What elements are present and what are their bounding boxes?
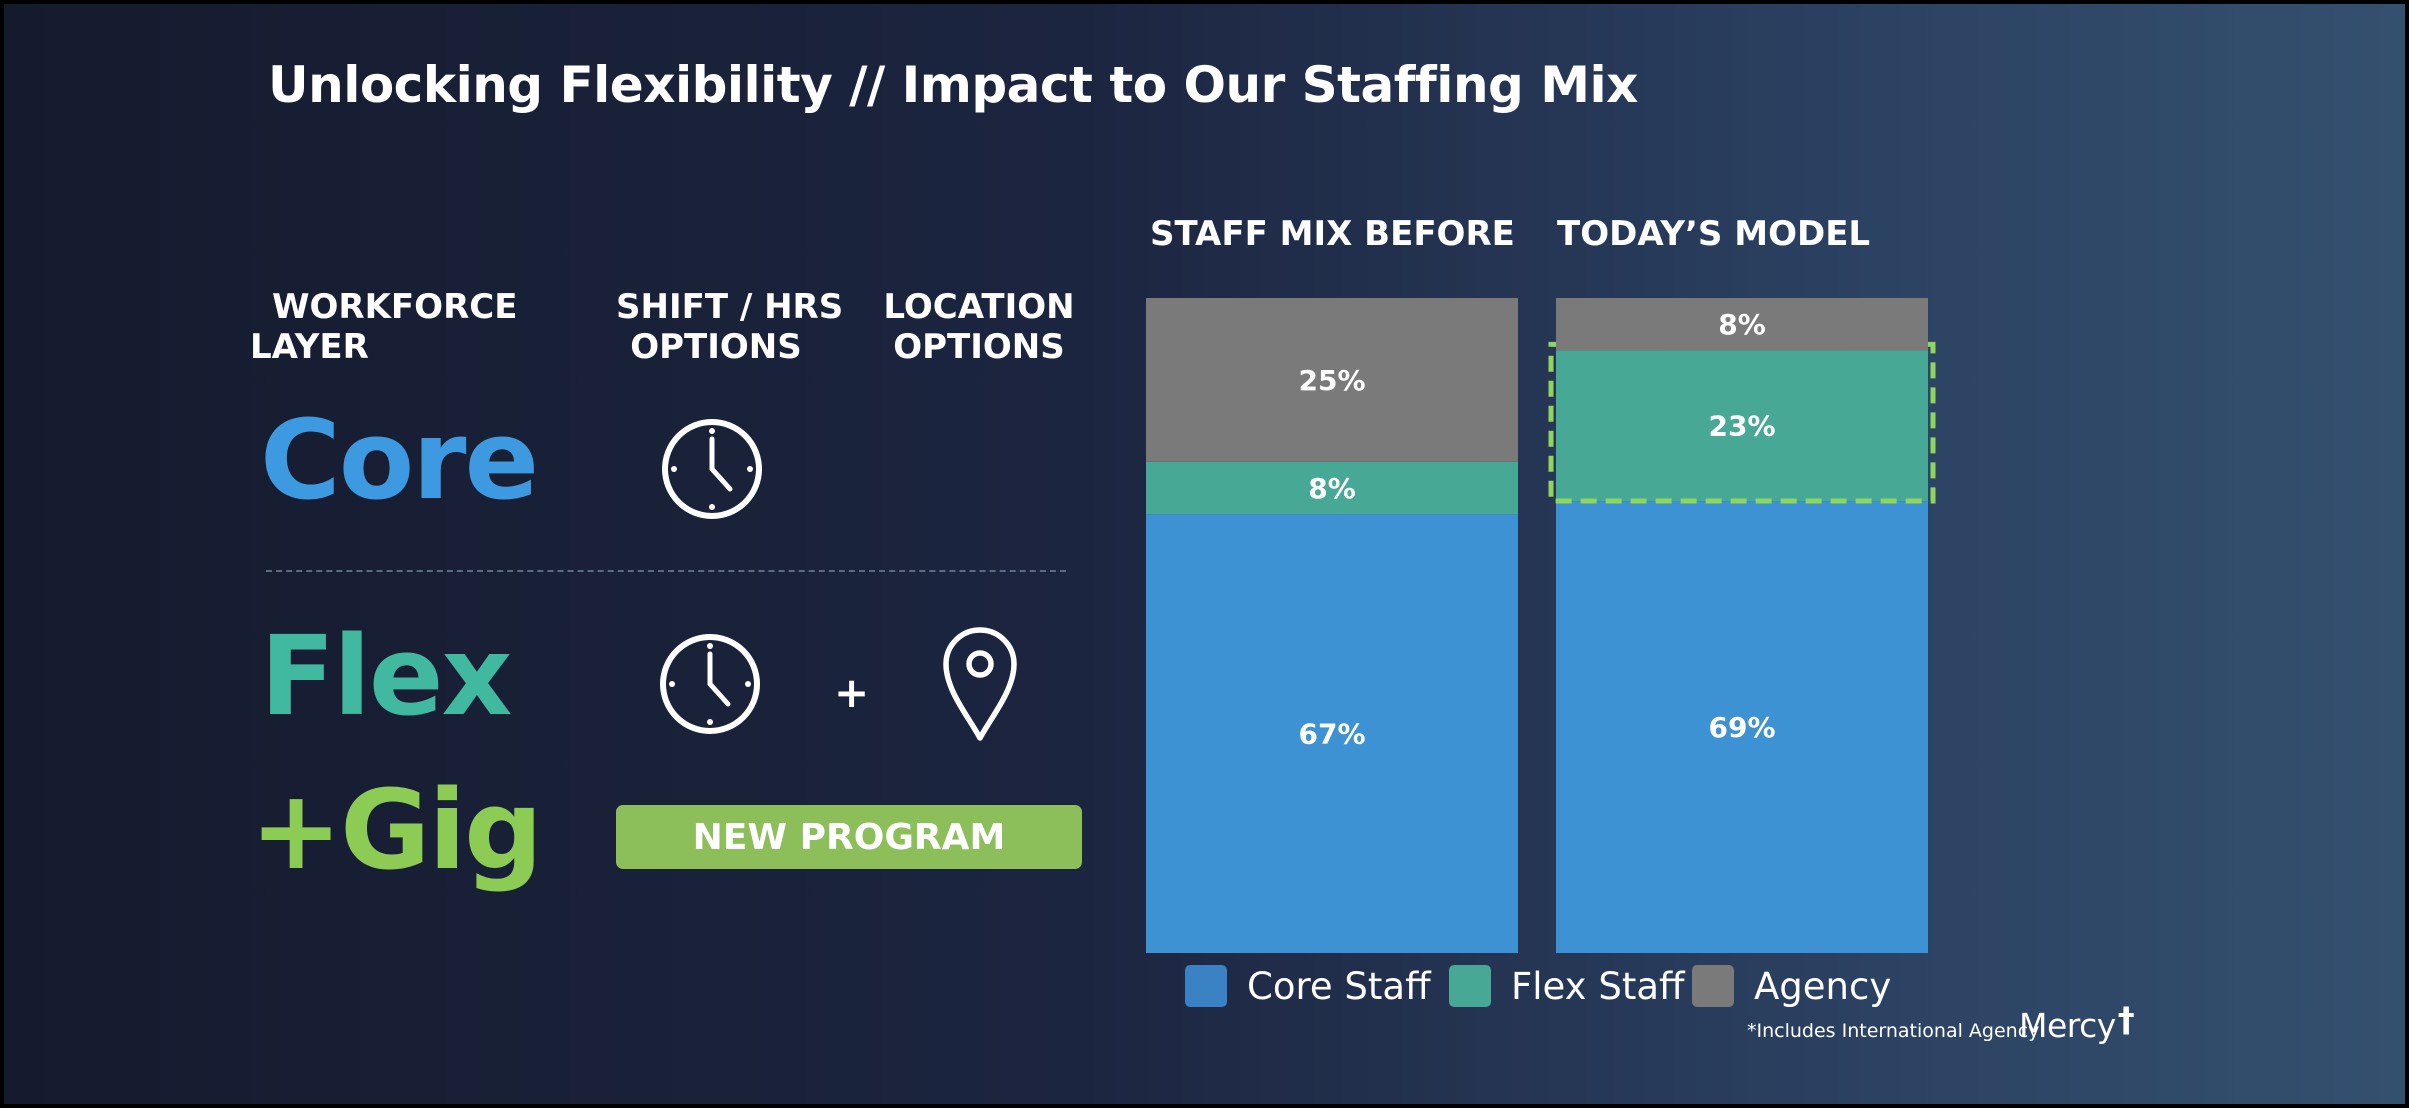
data-label-agency-today: 8% [1718,308,1766,341]
clock-icon [660,634,760,734]
plus-sign: + [834,668,870,717]
legend-item-agency: Agency [1692,964,1891,1008]
shift-hours-options-header: SHIFT / HRS OPTIONS [616,287,844,367]
bar-segment-core-staff-before [1146,514,1518,953]
mercy-logo: Mercy † [2019,1000,2135,1045]
legend-swatch-agency [1692,965,1734,1007]
layer-divider [266,570,1066,572]
bar-segment-core-staff-today [1556,501,1928,953]
bar-header-today: TODAY’S MODEL [1557,214,1871,254]
legend-item-flex-staff: Flex Staff [1449,964,1685,1008]
bar-segment-flex-staff-today [1556,350,1928,502]
legend-item-core-staff: Core Staff [1185,964,1431,1008]
data-label-agency-before: 25% [1298,364,1365,397]
bar-header-before: STAFF MIX BEFORE [1150,214,1515,254]
legend-swatch-core [1185,965,1227,1007]
legend-label-agency: Agency [1754,964,1892,1008]
legend-swatch-flex [1449,965,1491,1007]
workforce-layer-header: WORKFORCE LAYER [250,287,518,367]
legend-label-core: Core Staff [1247,964,1431,1008]
gig-layer-label: +Gig [250,766,543,894]
data-label-flex-staff-before: 8% [1308,472,1356,505]
logo-text: Mercy [2019,1006,2116,1045]
slide-title: Unlocking Flexibility // Impact to Our S… [268,56,1638,114]
data-label-core-staff-today: 69% [1708,711,1775,744]
staffing-mix-chart: 67% 8% 25% 69% 23% 8% [1146,298,1936,953]
location-options-header: LOCATION OPTIONS [883,287,1075,367]
core-layer-label: Core [260,396,539,524]
flex-layer-label: Flex [260,612,512,740]
clock-icon [662,419,762,519]
bar-segment-agency-before [1146,298,1518,462]
legend-label-flex: Flex Staff [1511,964,1685,1008]
new-program-badge: NEW PROGRAM [616,805,1082,869]
map-pin-icon [943,627,1017,741]
bar-segment-flex-staff-before [1146,461,1518,515]
logo-cross-icon: † [2117,1000,2135,1040]
bar-segment-agency-today [1556,298,1928,351]
footnote: *Includes International Agency [1747,1020,2040,1042]
data-label-flex-staff-today: 23% [1708,410,1775,443]
data-label-core-staff-before: 67% [1298,718,1365,751]
